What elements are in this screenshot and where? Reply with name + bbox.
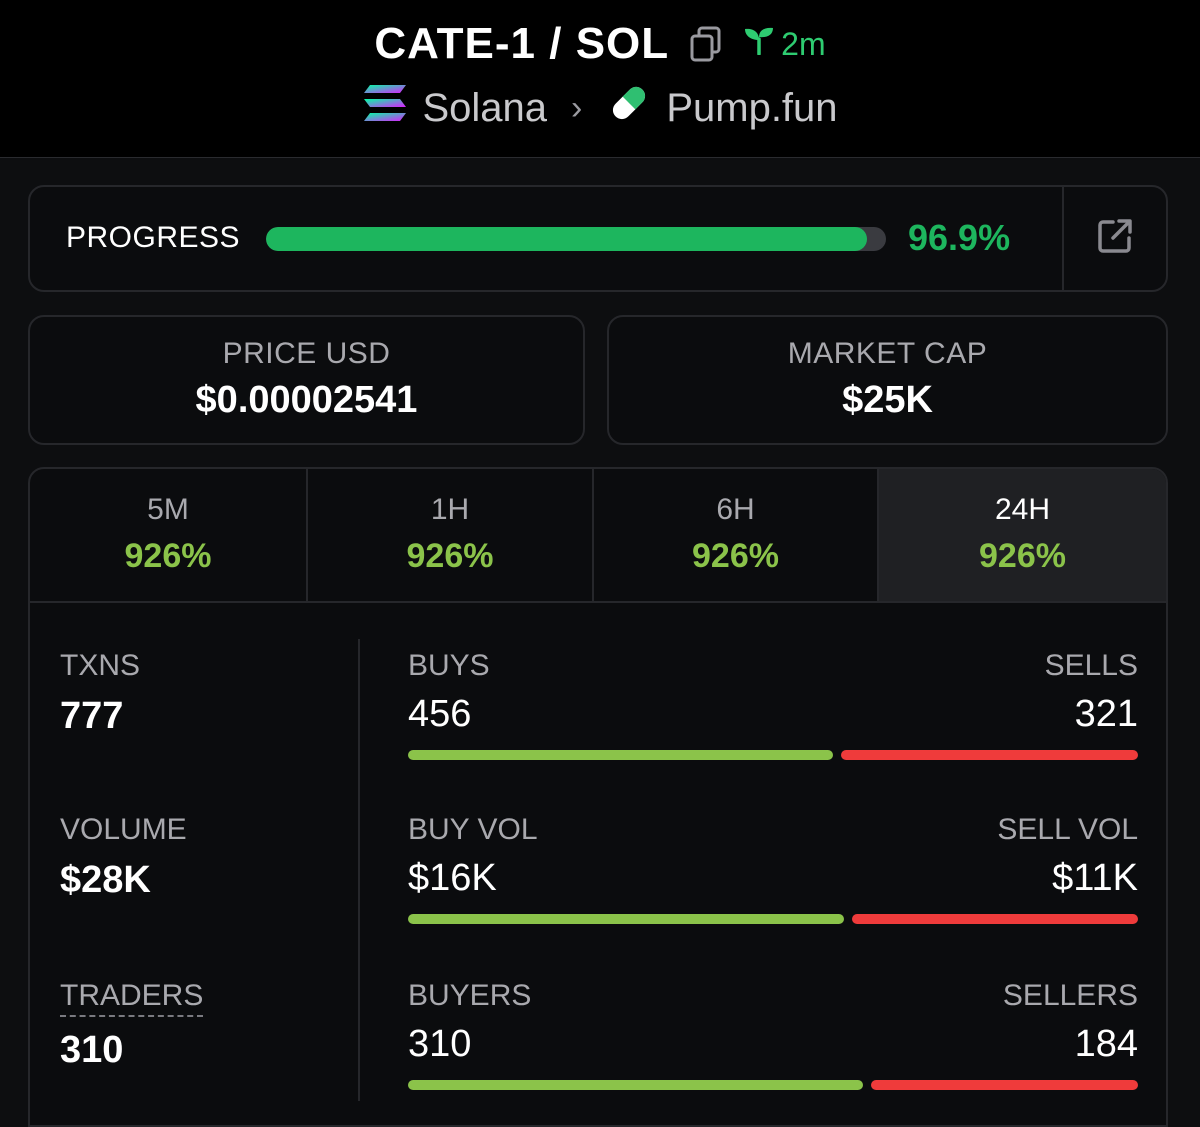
tab-label: 24H (994, 493, 1051, 526)
transactions-section: TXNS 777 VOLUME $28K TRADERS 310 BUYS SE… (30, 605, 1166, 1125)
title-row: CATE-1 / SOL 2m (0, 16, 1200, 72)
age-text: 2m (781, 25, 826, 62)
solana-icon (362, 83, 408, 133)
timeframe-tabs: 5M 926% 1H 926% 6H 926% 24H 926% (30, 469, 1166, 603)
buys-value: 456 (408, 693, 472, 735)
sells-label: SELLS (1044, 649, 1138, 682)
sell-bar (871, 1080, 1138, 1090)
traders-label[interactable]: TRADERS (60, 979, 204, 1017)
divider (1062, 187, 1064, 290)
progress-bar-fill (266, 227, 867, 251)
sellers-value: 184 (1074, 1023, 1138, 1065)
tab-1h[interactable]: 1H 926% (308, 469, 594, 601)
buys-sells: BUYS SELLS 456 321 (408, 649, 1138, 760)
sell-bar (852, 914, 1138, 924)
progress-bar (266, 227, 886, 251)
sell-bar (841, 750, 1138, 760)
txns-stat: TXNS 777 (60, 649, 140, 738)
chevron-right-icon: › (571, 88, 583, 127)
buyers-value: 310 (408, 1023, 472, 1065)
tab-6h[interactable]: 6H 926% (594, 469, 879, 601)
pill-icon (606, 80, 652, 136)
buy-sell-volume: BUY VOL SELL VOL $16K $11K (408, 813, 1138, 924)
traders-value: 310 (60, 1029, 124, 1071)
market-cap-value: $25K (842, 379, 933, 421)
volume-label: VOLUME (60, 813, 187, 846)
progress-percent: 96.9% (908, 217, 1011, 258)
chain-link[interactable]: Solana (422, 85, 547, 130)
price-value: $0.00002541 (195, 379, 418, 421)
dex-link[interactable]: Pump.fun (666, 85, 838, 130)
buy-sell-ratio-bar (408, 750, 1138, 760)
traders-stat: TRADERS 310 (60, 979, 204, 1072)
tab-label: 5M (147, 493, 189, 526)
tab-change: 926% (124, 537, 212, 575)
buyers-sellers-ratio-bar (408, 1080, 1138, 1090)
pair-title: CATE-1 / SOL (374, 19, 670, 68)
tab-change: 926% (979, 537, 1066, 575)
buy-sell-volume-ratio-bar (408, 914, 1138, 924)
price-label: PRICE USD (222, 337, 391, 370)
progress-card: PROGRESS 96.9% (28, 185, 1168, 292)
pair-age: 2m (743, 25, 826, 63)
buy-bar (408, 1080, 863, 1090)
breadcrumb: Solana › Pump.fun (0, 80, 1200, 136)
tab-change: 926% (692, 537, 779, 575)
sprout-icon (743, 25, 775, 63)
sell-vol-value: $11K (1052, 857, 1138, 899)
sell-vol-label: SELL VOL (997, 813, 1138, 846)
buy-bar (408, 914, 844, 924)
buyers-sellers: BUYERS SELLERS 310 184 (408, 979, 1138, 1090)
txns-label: TXNS (60, 649, 141, 682)
copy-icon[interactable] (689, 26, 723, 62)
tab-5m[interactable]: 5M 926% (30, 469, 308, 601)
buys-label: BUYS (408, 649, 490, 682)
tab-label: 1H (430, 493, 470, 526)
txns-value: 777 (60, 695, 124, 737)
tab-label: 6H (716, 493, 755, 526)
tab-change: 926% (406, 537, 494, 575)
external-link-button[interactable] (1064, 187, 1166, 290)
external-link-icon (1095, 216, 1135, 261)
market-cap-card: MARKET CAP $25K (607, 315, 1168, 445)
pair-header: CATE-1 / SOL 2m (0, 0, 1200, 158)
volume-stat: VOLUME $28K (60, 813, 187, 902)
divider (358, 639, 360, 1101)
sells-value: 321 (1074, 693, 1138, 735)
sellers-label: SELLERS (1002, 979, 1138, 1012)
buy-vol-label: BUY VOL (408, 813, 538, 846)
buy-vol-value: $16K (408, 857, 497, 899)
progress-label: PROGRESS (66, 221, 241, 254)
buy-bar (408, 750, 833, 760)
timeframe-panel: 5M 926% 1H 926% 6H 926% 24H 926% TXNS 77… (28, 467, 1168, 1127)
price-card: PRICE USD $0.00002541 (28, 315, 585, 445)
market-cap-label: MARKET CAP (787, 337, 988, 370)
buyers-label: BUYERS (408, 979, 532, 1012)
volume-value: $28K (60, 859, 151, 901)
tab-24h[interactable]: 24H 926% (879, 469, 1166, 601)
